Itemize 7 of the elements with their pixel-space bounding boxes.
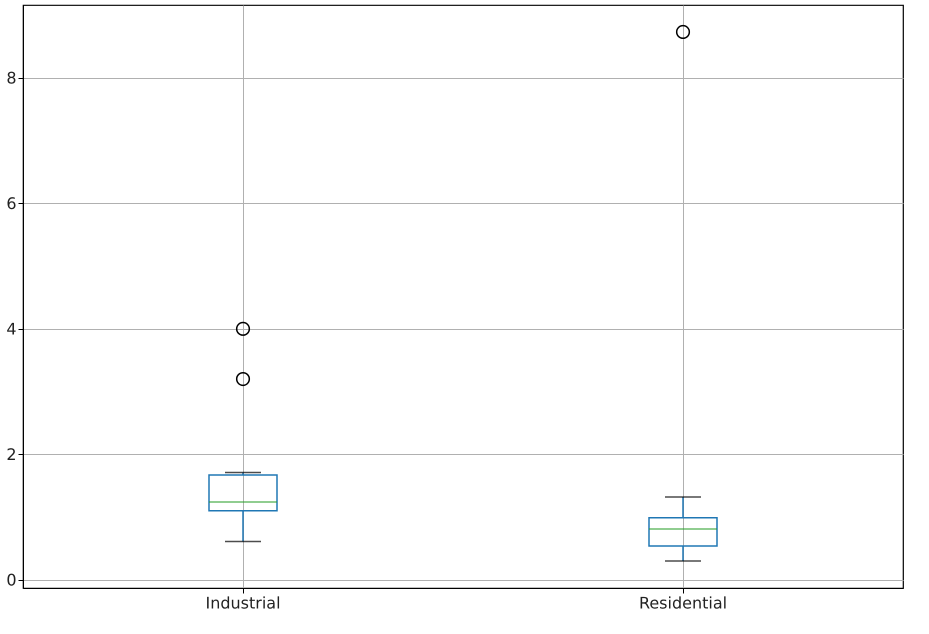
x-tick-label: Industrial — [205, 594, 281, 612]
y-tick-label: 0 — [6, 570, 16, 590]
y-tick-label: 6 — [6, 194, 16, 213]
y-tick-label: 8 — [6, 68, 16, 88]
y-tick-label: 2 — [6, 444, 16, 464]
x-tick-label: Residential — [638, 594, 728, 612]
y-tick-label: 4 — [6, 319, 16, 338]
